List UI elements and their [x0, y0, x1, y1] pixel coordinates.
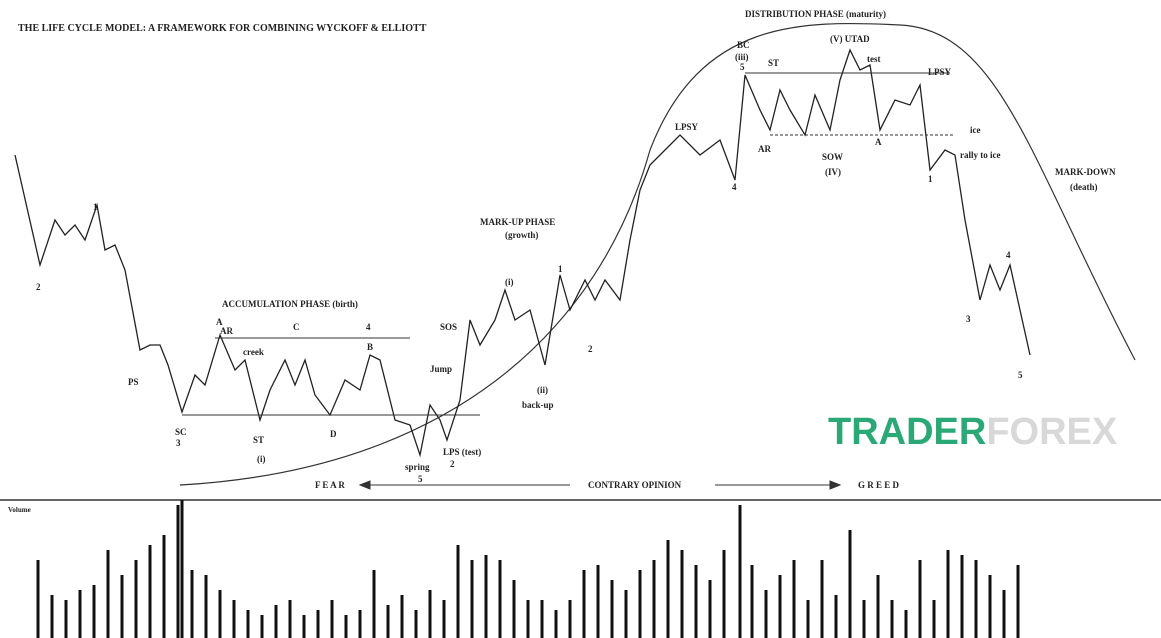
- label: 5: [1018, 370, 1023, 380]
- label: ice: [970, 125, 981, 135]
- label: A: [216, 317, 223, 327]
- phase-label: (growth): [505, 230, 538, 240]
- label: (iii): [735, 52, 749, 62]
- label: creek: [243, 347, 264, 357]
- label: 1: [93, 202, 98, 212]
- label: ST: [253, 435, 264, 445]
- phase-label: ACCUMULATION PHASE (birth): [222, 299, 358, 309]
- volume-bars: [36, 500, 1020, 638]
- label: AR: [758, 144, 771, 154]
- label: (i): [257, 454, 266, 464]
- label: 5: [740, 62, 745, 72]
- label: (IV): [825, 167, 841, 177]
- label: PS: [128, 377, 139, 387]
- labels: PS SC 3 ST (i) A AR creek C 4 B D spring…: [36, 34, 1023, 484]
- logo: TRADERFOREX: [828, 411, 1118, 453]
- label: AR: [220, 326, 233, 336]
- label: 1: [558, 264, 563, 274]
- label: 4: [1006, 250, 1011, 260]
- label: SC: [175, 427, 187, 437]
- label: B: [367, 342, 373, 352]
- sentiment: G R E E D: [858, 480, 900, 490]
- label: back-up: [522, 400, 554, 410]
- logo-part: FOREX: [986, 411, 1118, 453]
- label: BC: [737, 40, 750, 50]
- phase-label: DISTRIBUTION PHASE (maturity): [745, 9, 886, 19]
- label: ST: [768, 58, 779, 68]
- cycle-curve: [179, 22, 1136, 486]
- label: Jump: [430, 364, 452, 374]
- phase-label: MARK-DOWN: [1055, 167, 1116, 177]
- volume-label: Volume: [8, 506, 31, 514]
- title: THE LIFE CYCLE MODEL: A FRAMEWORK FOR CO…: [18, 23, 427, 34]
- price-path: [14, 48, 1031, 458]
- label: 5: [418, 474, 423, 484]
- label: C: [293, 322, 300, 332]
- label: SOW: [822, 152, 843, 162]
- label: 2: [588, 344, 593, 354]
- label: 4: [366, 322, 371, 332]
- label: 2: [450, 459, 455, 469]
- sentiment: CONTRARY OPINION: [588, 480, 682, 490]
- phase-label: (death): [1070, 182, 1098, 192]
- label: LPSY: [675, 122, 699, 132]
- label: 1: [928, 174, 933, 184]
- label: spring: [405, 462, 430, 472]
- label: test: [867, 54, 881, 64]
- phase-label: MARK-UP PHASE: [480, 217, 555, 227]
- label: LPSY: [928, 67, 952, 77]
- label: (i): [505, 277, 514, 287]
- label: 3: [966, 314, 971, 324]
- label: D: [330, 429, 337, 439]
- label: LPS (test): [443, 447, 481, 457]
- label: 4: [732, 182, 737, 192]
- label: (ii): [537, 385, 548, 395]
- label: 3: [176, 438, 181, 448]
- logo-part: TRADER: [828, 411, 986, 453]
- label: 2: [36, 282, 41, 292]
- label: (V) UTAD: [830, 34, 870, 44]
- label: rally to ice: [960, 150, 1000, 160]
- sentiment: F E A R: [315, 480, 345, 490]
- range-lines: [0, 72, 1161, 501]
- label: A: [875, 137, 882, 147]
- label: SOS: [440, 322, 457, 332]
